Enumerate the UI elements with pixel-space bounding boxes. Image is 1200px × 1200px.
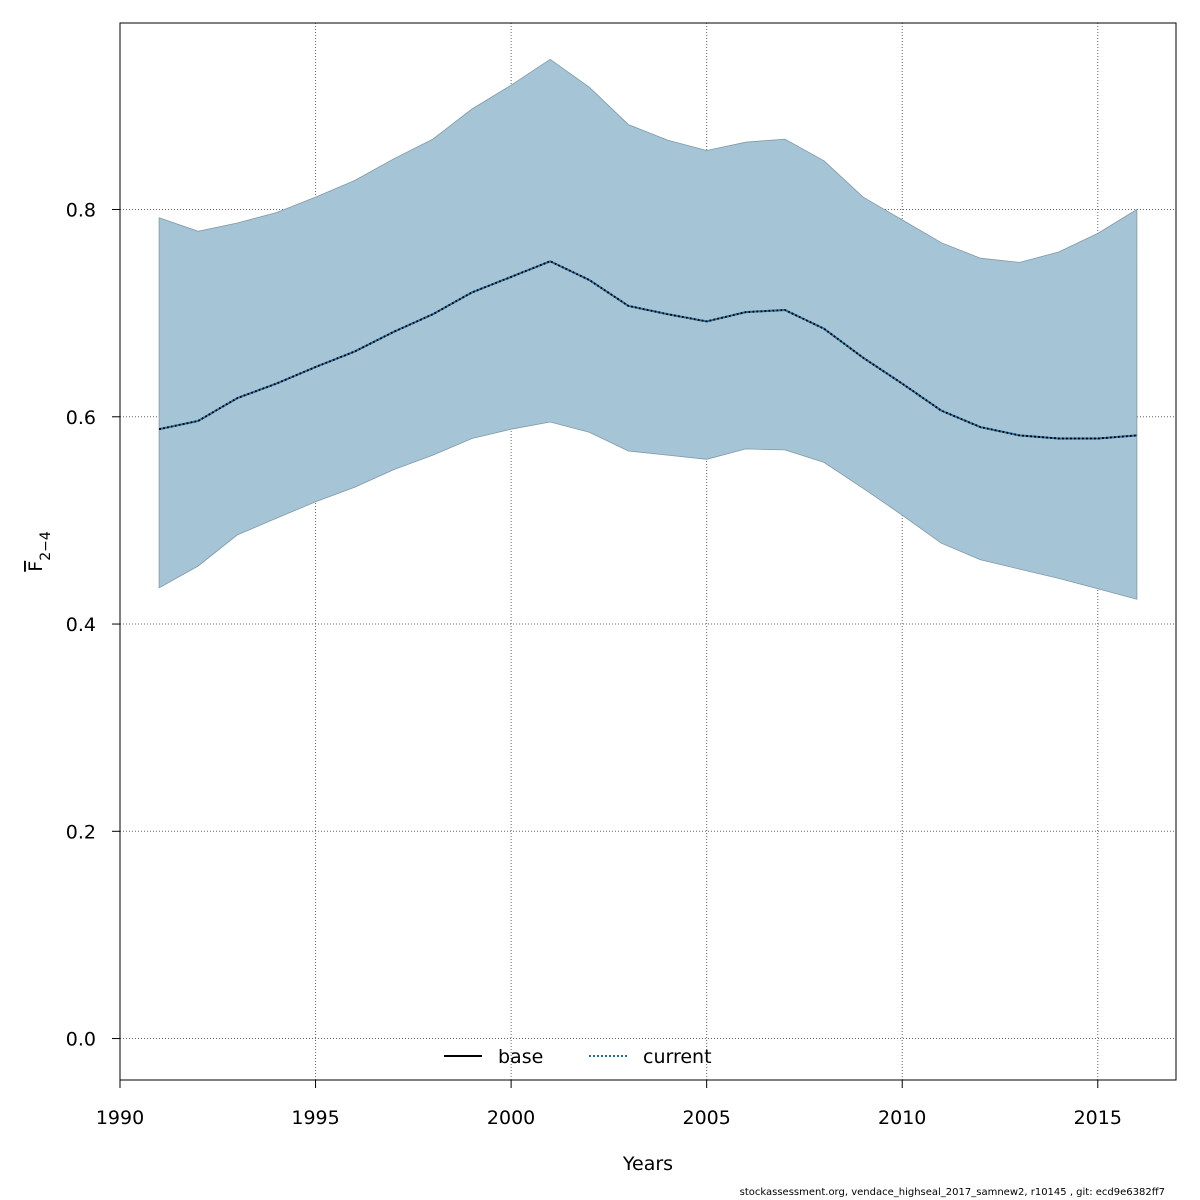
y-tick-label: 0.2 [66,821,96,843]
x-tick-label: 2005 [682,1107,730,1129]
x-axis: 1990 1995 2000 2005 2010 2015 [96,1080,1122,1129]
series-base-line [158,260,1137,440]
x-axis-title: Years [622,1153,673,1175]
legend-base-label: base [498,1046,543,1068]
y-axis-title-subscript: 2−4 [38,531,54,561]
plot-frame [119,22,1177,1081]
y-axis: 0.0 0.2 0.4 0.6 0.8 [66,200,120,1051]
x-tick-label: 2000 [487,1107,535,1129]
x-tick-label: 2015 [1074,1107,1122,1129]
y-axis-title: F2−4 [25,531,54,572]
x-tick-label: 1990 [96,1107,144,1129]
legend: base current [444,1046,712,1068]
x-tick-label: 2010 [878,1107,926,1129]
series-current-line [158,260,1137,440]
y-tick-label: 0.4 [66,614,96,636]
y-axis-title-main: F [25,561,47,572]
confidence-band [158,58,1138,600]
legend-current-label: current [643,1046,712,1068]
y-tick-label: 0.0 [66,1029,96,1051]
x-tick-label: 1995 [291,1107,339,1129]
y-tick-label: 0.6 [66,407,96,429]
footer-source: stockassessment.org, vendace_highseal_20… [739,1187,1165,1198]
y-tick-label: 0.8 [66,200,96,222]
